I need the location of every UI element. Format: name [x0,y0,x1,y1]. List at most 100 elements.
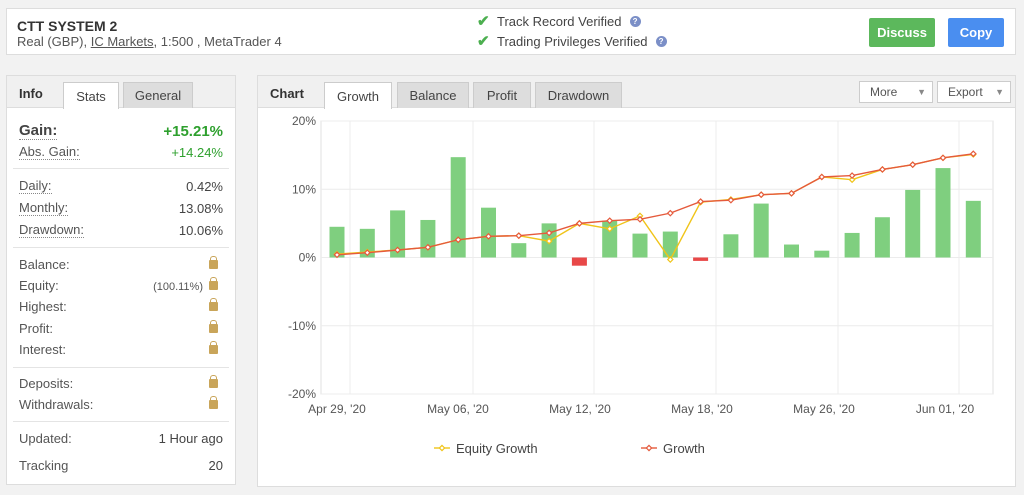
growth-point [788,189,795,197]
growth-point [515,232,523,240]
profit-row: Profit: [19,320,223,336]
abs-gain-value: +14.24% [171,144,223,160]
drawdown-row: Drawdown: 10.06% [19,222,223,238]
interest-label: Interest: [19,342,66,357]
bar [511,243,527,258]
tab-growth[interactable]: Growth [324,82,392,109]
y-tick-label: 0% [299,251,317,265]
x-tick-label: May 06, '20 [427,402,489,416]
tracking-value: 20 [208,458,223,473]
equity-percent: (100.11%) [153,281,203,293]
lock-icon [209,375,218,388]
withdrawals-row: Withdrawals: [19,396,223,412]
daily-row: Daily: 0.42% [19,178,223,194]
equity-row: Equity: (100.11%) [19,277,223,293]
divider [13,168,229,169]
system-name: CTT SYSTEM 2 [17,18,118,34]
y-tick-label: 20% [292,114,316,128]
legend-marker [438,444,446,452]
divider [13,247,229,248]
copy-button[interactable]: Copy [948,18,1004,47]
growth-chart: 20% 10% 0% -10% -20%Apr 29, '20 May 06, '20 Ma… [288,114,994,456]
export-dropdown[interactable]: Export ▼ [937,81,1011,103]
growth-point [636,215,644,223]
tracking-row: Tracking 20 [19,458,223,473]
gain-label: Gain: [19,122,58,140]
equity-growth-point [545,237,553,245]
monthly-value: 13.08% [178,200,223,216]
growth-point [727,196,735,204]
x-tick-label: Apr 29, '20 [308,402,366,416]
bar [390,210,406,258]
info-tabbar: Info Stats General [7,76,235,109]
bar [359,228,375,258]
more-label: More [870,85,898,99]
bar [602,220,618,258]
growth-point [666,209,674,217]
deposits-row: Deposits: [19,375,223,391]
bar [571,257,587,266]
lock-icon [209,298,218,311]
growth-point [575,219,583,227]
monthly-row: Monthly: 13.08% [19,200,223,216]
growth-point [818,173,826,181]
x-tick-label: May 26, '20 [793,402,855,416]
tab-general[interactable]: General [123,82,193,108]
abs-gain-label: Abs. Gain: [19,144,80,160]
equity-growth-point [606,225,614,233]
system-subtitle: Real (GBP), IC Markets, 1:500 , MetaTrad… [17,34,282,49]
legend-marker [645,444,653,452]
x-tick-label: Jun 01, '20 [916,402,975,416]
check-icon: ✔ [477,33,490,50]
broker-link[interactable]: IC Markets [90,34,154,49]
tab-balance[interactable]: Balance [397,82,469,108]
bar [662,231,678,258]
growth-point [697,198,705,205]
tab-drawdown[interactable]: Drawdown [535,82,622,108]
bar [965,200,981,258]
bar [874,217,890,258]
highest-row: Highest: [19,298,223,314]
trading-privileges-label: Trading Privileges Verified [497,33,648,49]
divider [13,421,229,422]
divider [13,367,229,368]
growth-point [939,154,947,162]
daily-label: Daily: [19,178,52,194]
bar [693,257,709,261]
info-panel: Info Stats General Gain: +15.21% Abs. Ga… [6,75,236,485]
highest-label: Highest: [19,299,67,314]
abs-gain-row: Abs. Gain: +14.24% [19,144,223,160]
more-dropdown[interactable]: More ▼ [859,81,933,103]
balance-label: Balance: [19,257,70,272]
bar [935,168,951,258]
equity-growth-point [848,176,856,184]
updated-value: 1 Hour ago [158,431,223,446]
bar [723,234,739,258]
tab-stats[interactable]: Stats [63,82,119,109]
bar [420,219,436,258]
growth-point [878,166,886,173]
bar [481,207,496,258]
bar [329,226,345,258]
check-icon: ✔ [477,13,490,30]
growth-point [969,150,977,158]
tab-profit[interactable]: Profit [473,82,531,108]
daily-value: 0.42% [186,178,223,194]
discuss-button[interactable]: Discuss [869,18,935,47]
help-icon[interactable]: ? [629,15,641,27]
growth-line [336,153,974,256]
lock-icon [209,320,218,333]
growth-point [606,217,614,225]
help-icon[interactable]: ? [655,35,667,47]
chart-panel: Chart Growth Balance Profit Drawdown Mor… [257,75,1016,487]
drawdown-value: 10.06% [178,222,223,238]
bar [814,250,830,258]
drawdown-label: Drawdown: [19,222,85,238]
bar [905,189,921,258]
legend-label: Equity Growth [456,441,538,456]
bar [784,244,799,258]
growth-point [394,246,402,254]
withdrawals-label: Withdrawals: [19,397,94,412]
trading-privileges-verified: ✔ Trading Privileges Verified ? [477,32,667,50]
gain-row: Gain: +15.21% [19,122,223,140]
